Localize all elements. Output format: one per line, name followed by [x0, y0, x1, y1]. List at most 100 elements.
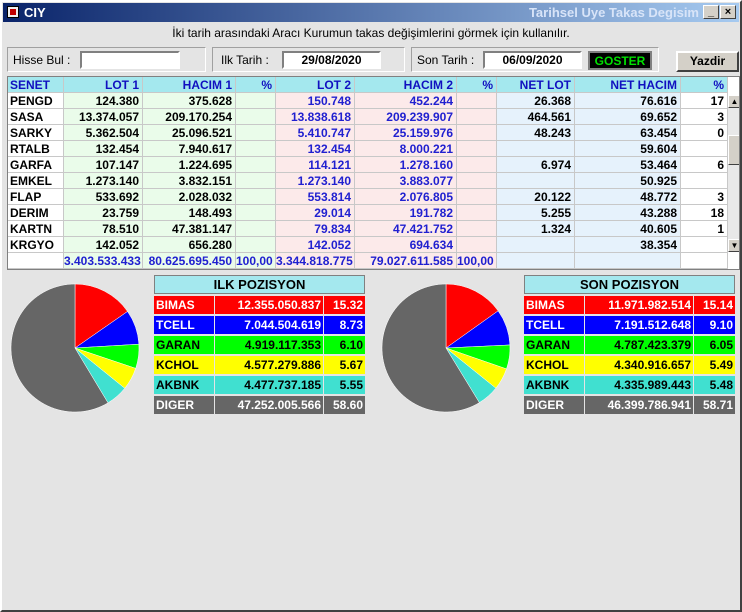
- table-cell[interactable]: 26.368: [497, 93, 575, 109]
- table-cell[interactable]: 59.604: [575, 141, 681, 157]
- table-cell[interactable]: [457, 205, 497, 221]
- table-cell[interactable]: 1: [681, 221, 728, 237]
- table-cell[interactable]: 13.838.618: [276, 109, 355, 125]
- total-cell[interactable]: [681, 253, 728, 269]
- table-cell[interactable]: 25.159.976: [355, 125, 457, 141]
- table-cell[interactable]: [236, 237, 276, 253]
- stock-symbol-cell[interactable]: SARKY: [8, 125, 64, 141]
- total-cell[interactable]: [575, 253, 681, 269]
- table-cell[interactable]: 53.464: [575, 157, 681, 173]
- table-cell[interactable]: 6.974: [497, 157, 575, 173]
- table-cell[interactable]: 114.121: [276, 157, 355, 173]
- table-cell[interactable]: [236, 221, 276, 237]
- stock-symbol-cell[interactable]: KARTN: [8, 221, 64, 237]
- total-cell[interactable]: 100,00: [457, 253, 497, 269]
- table-cell[interactable]: [497, 173, 575, 189]
- table-cell[interactable]: 20.122: [497, 189, 575, 205]
- table-cell[interactable]: 5.362.504: [64, 125, 143, 141]
- scroll-thumb[interactable]: [728, 135, 739, 165]
- stock-symbol-cell[interactable]: DERIM: [8, 205, 64, 221]
- table-cell[interactable]: 656.280: [143, 237, 236, 253]
- table-cell[interactable]: 694.634: [355, 237, 457, 253]
- total-cell[interactable]: 3.403.533.433: [64, 253, 143, 269]
- table-cell[interactable]: 78.510: [64, 221, 143, 237]
- table-cell[interactable]: 3.832.151: [143, 173, 236, 189]
- table-cell[interactable]: [681, 173, 728, 189]
- table-cell[interactable]: 6: [681, 157, 728, 173]
- table-cell[interactable]: 2.028.032: [143, 189, 236, 205]
- table-cell[interactable]: [236, 157, 276, 173]
- takas-grid[interactable]: SENET LOT 1 HACIM 1% LOT 2 HACIM 2% NET LOT NE…: [7, 76, 740, 270]
- table-cell[interactable]: 3: [681, 189, 728, 205]
- table-cell[interactable]: 3: [681, 109, 728, 125]
- table-cell[interactable]: [457, 173, 497, 189]
- table-cell[interactable]: [236, 109, 276, 125]
- table-cell[interactable]: [681, 141, 728, 157]
- total-cell[interactable]: [497, 253, 575, 269]
- son-tarih-input[interactable]: 06/09/2020: [483, 51, 582, 69]
- table-cell[interactable]: [457, 93, 497, 109]
- table-cell[interactable]: 69.652: [575, 109, 681, 125]
- table-cell[interactable]: 25.096.521: [143, 125, 236, 141]
- grid-scrollbar[interactable]: ▲ ▼: [728, 95, 739, 252]
- table-cell[interactable]: [236, 173, 276, 189]
- stock-symbol-cell[interactable]: KRGYO: [8, 237, 64, 253]
- table-cell[interactable]: [497, 141, 575, 157]
- table-cell[interactable]: [457, 221, 497, 237]
- table-cell[interactable]: 76.616: [575, 93, 681, 109]
- column-header[interactable]: SENET: [8, 77, 64, 93]
- table-cell[interactable]: 48.243: [497, 125, 575, 141]
- table-cell[interactable]: 50.925: [575, 173, 681, 189]
- table-cell[interactable]: 209.239.907: [355, 109, 457, 125]
- app-icon[interactable]: [7, 6, 19, 18]
- minimize-button[interactable]: _: [703, 5, 719, 19]
- table-cell[interactable]: [681, 237, 728, 253]
- table-cell[interactable]: 79.834: [276, 221, 355, 237]
- stock-symbol-cell[interactable]: EMKEL: [8, 173, 64, 189]
- column-header[interactable]: %: [681, 77, 728, 93]
- stock-symbol-cell[interactable]: SASA: [8, 109, 64, 125]
- table-cell[interactable]: [457, 109, 497, 125]
- stock-symbol-cell[interactable]: RTALB: [8, 141, 64, 157]
- yazdir-button[interactable]: Yazdir: [676, 51, 739, 72]
- table-cell[interactable]: 29.014: [276, 205, 355, 221]
- table-cell[interactable]: 1.324: [497, 221, 575, 237]
- table-cell[interactable]: [236, 125, 276, 141]
- table-cell[interactable]: 13.374.057: [64, 109, 143, 125]
- table-cell[interactable]: 2.076.805: [355, 189, 457, 205]
- table-cell[interactable]: 142.052: [276, 237, 355, 253]
- scroll-up-button[interactable]: ▲: [728, 95, 739, 108]
- table-cell[interactable]: 63.454: [575, 125, 681, 141]
- table-cell[interactable]: 40.605: [575, 221, 681, 237]
- table-cell[interactable]: 464.561: [497, 109, 575, 125]
- table-cell[interactable]: 533.692: [64, 189, 143, 205]
- table-cell[interactable]: [236, 189, 276, 205]
- table-cell[interactable]: [457, 157, 497, 173]
- table-cell[interactable]: 8.000.221: [355, 141, 457, 157]
- table-cell[interactable]: [236, 205, 276, 221]
- table-cell[interactable]: [457, 141, 497, 157]
- table-cell[interactable]: 1.224.695: [143, 157, 236, 173]
- scroll-down-button[interactable]: ▼: [728, 239, 739, 252]
- column-header[interactable]: %: [236, 77, 276, 93]
- ilk-tarih-input[interactable]: 29/08/2020: [282, 51, 381, 69]
- table-cell[interactable]: 107.147: [64, 157, 143, 173]
- total-cell[interactable]: 100,00: [236, 253, 276, 269]
- total-cell[interactable]: [8, 253, 64, 269]
- table-cell[interactable]: 452.244: [355, 93, 457, 109]
- table-cell[interactable]: 7.940.617: [143, 141, 236, 157]
- table-cell[interactable]: 1.273.140: [276, 173, 355, 189]
- total-cell[interactable]: 79.027.611.585: [355, 253, 457, 269]
- table-cell[interactable]: 124.380: [64, 93, 143, 109]
- column-header[interactable]: NET HACIM: [575, 77, 681, 93]
- stock-symbol-cell[interactable]: FLAP: [8, 189, 64, 205]
- table-cell[interactable]: 5.410.747: [276, 125, 355, 141]
- table-cell[interactable]: 17: [681, 93, 728, 109]
- column-header[interactable]: HACIM 2: [355, 77, 457, 93]
- close-button[interactable]: ×: [720, 5, 736, 19]
- table-cell[interactable]: 48.772: [575, 189, 681, 205]
- table-cell[interactable]: 23.759: [64, 205, 143, 221]
- table-cell[interactable]: 132.454: [64, 141, 143, 157]
- table-cell[interactable]: 38.354: [575, 237, 681, 253]
- table-cell[interactable]: [236, 93, 276, 109]
